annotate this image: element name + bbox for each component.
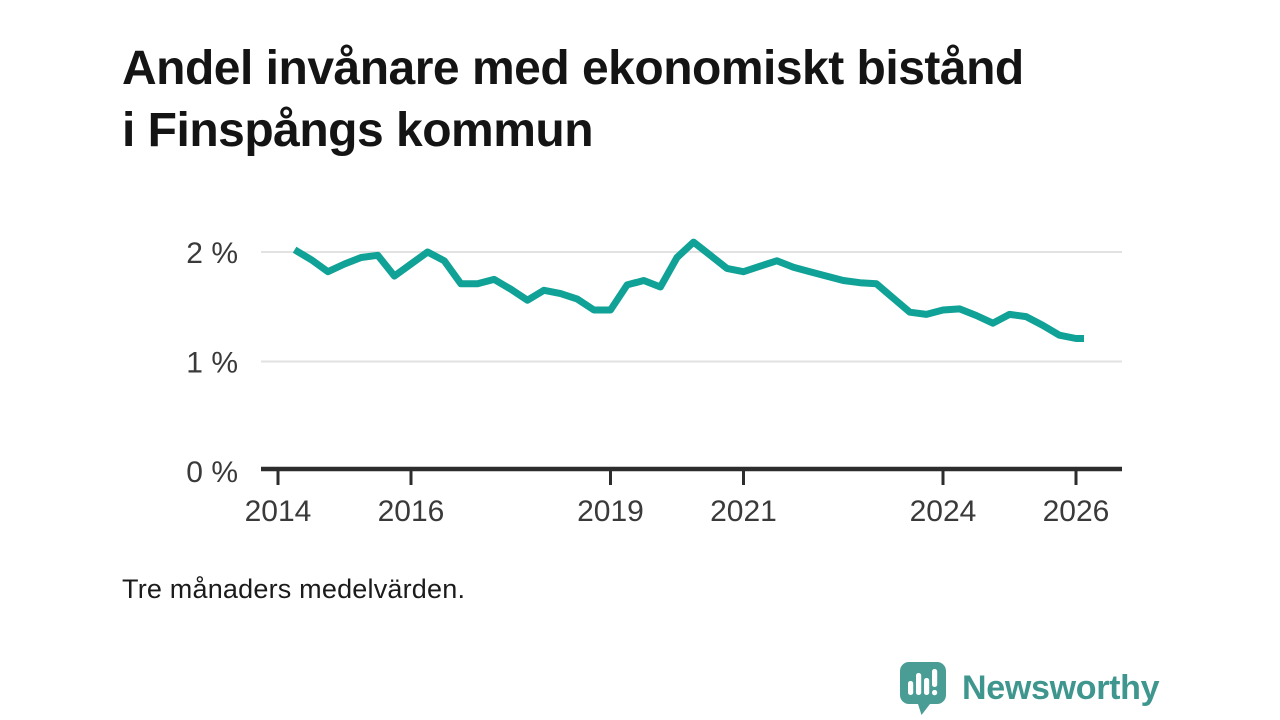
newsworthy-logo: Newsworthy <box>898 660 1160 716</box>
newsworthy-speech-bubble-chart-icon <box>900 662 946 715</box>
brand-name: Newsworthy <box>962 668 1160 707</box>
x-tick-label-2014: 2014 <box>245 495 312 528</box>
y-tick-label-2pct: 2 % <box>186 237 238 270</box>
data-line-finsp-ngs-kommun <box>292 238 1084 342</box>
y-tick-label-1pct: 1 % <box>186 347 238 380</box>
y-tick-label-0pct: 0 % <box>186 456 238 489</box>
x-tick-label-2026: 2026 <box>1043 495 1110 528</box>
x-tick-label-2024: 2024 <box>910 495 977 528</box>
bar-chart-exclamation-glyph <box>908 669 938 696</box>
chart-title: Andel invånare med ekonomiskt bistånd i … <box>122 42 1024 157</box>
x-tick-label-2016: 2016 <box>378 495 445 528</box>
x-tick-label-2021: 2021 <box>710 495 777 528</box>
speech-bubble-shape <box>900 662 946 715</box>
x-tick-label-2019: 2019 <box>577 495 644 528</box>
chart-footnote: Tre månaders medelvärden. <box>122 574 466 604</box>
